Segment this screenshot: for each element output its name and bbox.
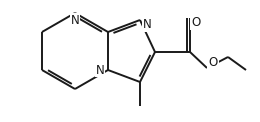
Text: O: O — [191, 16, 201, 30]
Text: N: N — [143, 19, 151, 31]
Text: N: N — [96, 63, 104, 76]
Text: N: N — [71, 14, 79, 26]
Text: O: O — [208, 56, 218, 70]
